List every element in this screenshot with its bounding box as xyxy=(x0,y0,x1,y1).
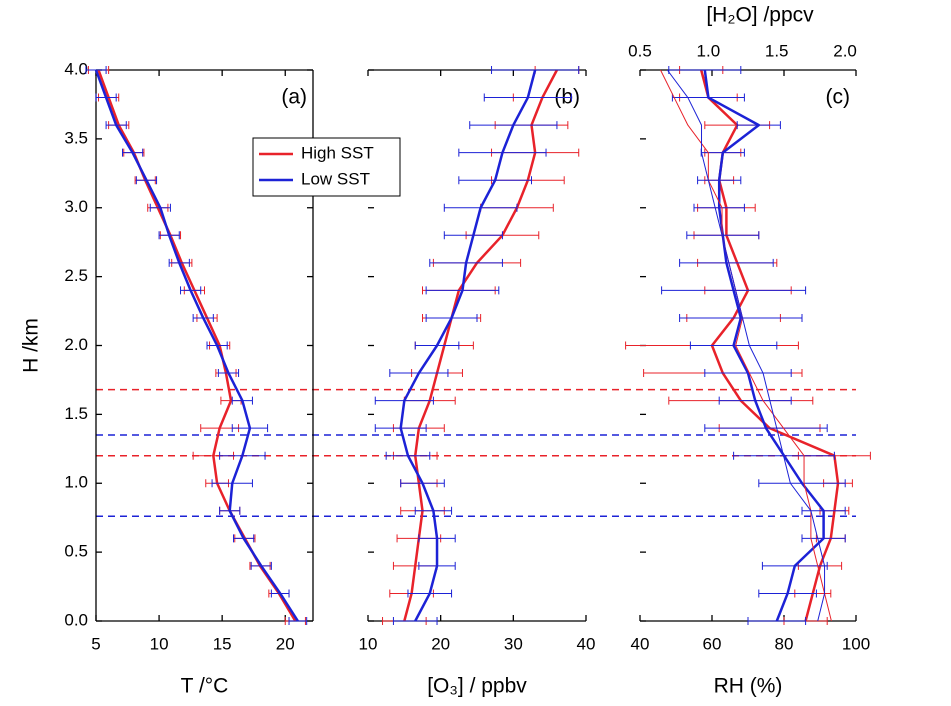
x2-tick-label: 1.0 xyxy=(697,41,721,60)
profile-line xyxy=(660,69,832,622)
panel-label: (b) xyxy=(554,86,580,109)
legend-label: High SST xyxy=(301,143,374,162)
legend-box xyxy=(252,137,401,197)
x-tick-label: 60 xyxy=(703,634,722,653)
profile-line xyxy=(666,69,826,622)
x-tick-label: 20 xyxy=(276,634,295,653)
y-tick-label: 3.5 xyxy=(64,128,88,147)
profile-line xyxy=(399,69,537,622)
x-tick-label: 40 xyxy=(631,634,650,653)
y-axis-label: H /km xyxy=(20,318,43,373)
x2-axis-label: [H₂O] /ppcv xyxy=(706,4,814,27)
y-tick-label: 3.0 xyxy=(64,197,88,216)
x-axis-label: T /°C xyxy=(181,675,229,698)
x-axis-label: [O₃] / ppbv xyxy=(427,675,527,698)
profile-line xyxy=(703,69,825,622)
y-tick-label: 2.5 xyxy=(64,266,88,285)
x-tick-label: 30 xyxy=(504,634,523,653)
x-tick-label: 80 xyxy=(775,634,794,653)
panel-label: (c) xyxy=(826,86,851,109)
x2-tick-label: 1.5 xyxy=(765,41,789,60)
y-tick-label: 4.0 xyxy=(64,59,88,78)
y-tick-label: 0.0 xyxy=(64,610,88,629)
x-tick-label: 15 xyxy=(213,634,232,653)
x2-tick-label: 2.0 xyxy=(833,41,857,60)
error-bar xyxy=(392,617,438,625)
profile-line xyxy=(94,69,299,622)
x-axis-label: RH (%) xyxy=(714,675,783,698)
x-tick-label: 5 xyxy=(91,634,100,653)
x-tick-label: 100 xyxy=(842,634,870,653)
y-tick-label: 2.0 xyxy=(64,335,88,354)
x-tick-label: 20 xyxy=(431,634,450,653)
x-tick-label: 10 xyxy=(359,634,378,653)
y-tick-label: 1.0 xyxy=(64,473,88,492)
legend-label: Low SST xyxy=(301,169,370,188)
x2-tick-label: 0.5 xyxy=(628,41,652,60)
panel-label: (a) xyxy=(281,86,307,109)
x-tick-label: 10 xyxy=(150,634,169,653)
y-tick-label: 0.5 xyxy=(64,542,88,561)
y-tick-label: 1.5 xyxy=(64,404,88,423)
error-bar xyxy=(288,617,308,625)
x-tick-label: 40 xyxy=(577,634,596,653)
